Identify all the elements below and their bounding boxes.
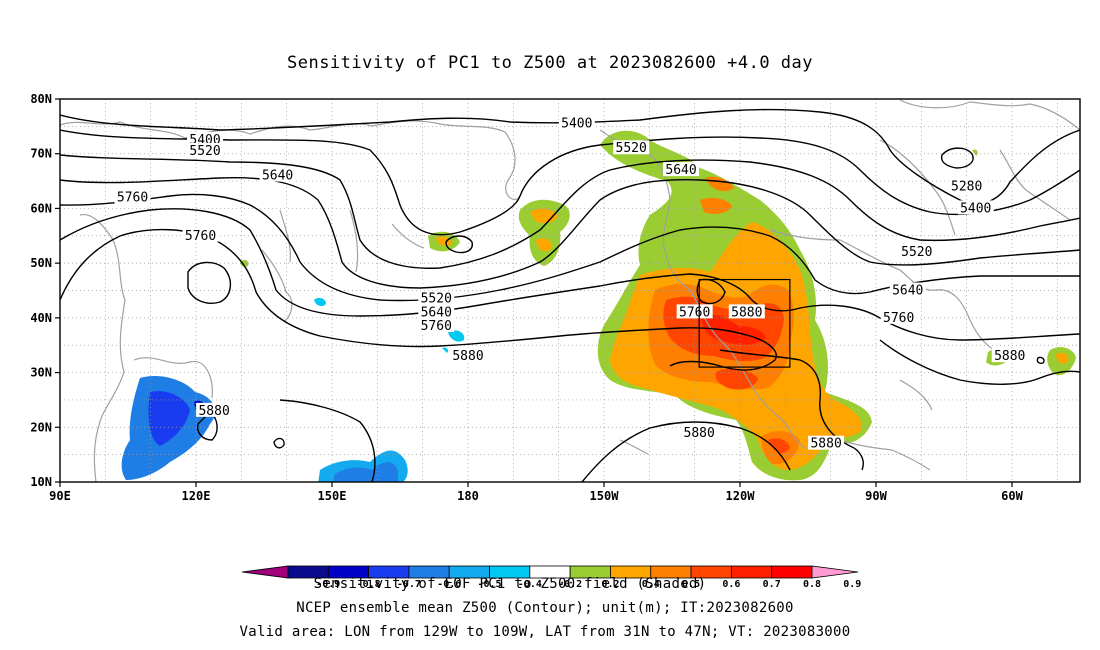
colorbar-label: 0.5 [682, 579, 700, 590]
coastlines [60, 99, 1080, 482]
contour-label-bg [676, 304, 713, 319]
contour-label-bg [889, 282, 926, 297]
lon-tick-label: 90E [49, 489, 71, 503]
contour-label: 5880 [810, 437, 841, 452]
lon-tick-label: 150E [318, 489, 347, 503]
lon-tick-label: 180 [457, 489, 479, 503]
contour-labels: 5400552057605640576054005520564055205640… [114, 115, 1028, 452]
lon-tick-label: 60W [1001, 489, 1023, 503]
contour-label: 5400 [960, 201, 991, 216]
footer-line-2: NCEP ensemble mean Z500 (Contour); unit(… [296, 600, 794, 616]
contour-label: 5760 [185, 229, 216, 244]
lat-tick-label: 80N [30, 92, 52, 106]
colorbar-label: -0.7 [397, 579, 421, 590]
colorbar-min-triangle [241, 565, 289, 579]
latitude-ticks: 80N 70N 60N 50N 40N 30N 20N 10N [30, 92, 60, 489]
contour-label-bg [418, 304, 455, 319]
colorbar-max-triangle [811, 565, 859, 579]
lat-tick-label: 60N [30, 201, 52, 215]
colorbar-label: -0.6 [437, 579, 461, 590]
figure-title: Sensitivity of PC1 to Z500 at 2023082600… [287, 53, 813, 73]
contour-label: 5640 [262, 169, 293, 184]
colorbar-label: 0.8 [803, 579, 821, 590]
contour-label: 5880 [994, 349, 1025, 364]
colorbar-label: -0.2 [558, 579, 582, 590]
positive-region-north-pacific [428, 199, 570, 266]
negative-region-west-pacific [121, 297, 465, 482]
colorbar-label: -0.5 [477, 579, 501, 590]
contour-label: 5760 [421, 319, 452, 334]
contour-label: 5640 [892, 284, 923, 299]
contour-label-bg [948, 178, 985, 193]
contour-label-bg [187, 142, 224, 157]
contour-label-bg [663, 162, 700, 177]
contour-label-bg [808, 435, 845, 450]
contour-label-bg [114, 189, 151, 204]
longitude-ticks: 90E 120E 150E 180 150W 120W 90W 60W [49, 482, 1024, 503]
contour-label: 5760 [679, 305, 710, 320]
colorbar-label: 0.9 [843, 579, 861, 590]
contour-label: 5520 [421, 292, 452, 307]
contour-label-bg [558, 115, 595, 130]
lat-tick-label: 10N [30, 475, 52, 489]
contour-label: 5880 [452, 349, 483, 364]
contour-label-bg [991, 348, 1028, 363]
colorbar-segment [730, 565, 773, 579]
contour-label: 5640 [665, 163, 696, 178]
contour-label: 5520 [616, 141, 647, 156]
colorbar-label: 0.6 [722, 579, 740, 590]
contour-label: 5520 [901, 245, 932, 260]
footer-line-1: Sensitivity of EOF PC1 to Z500 field (Sh… [314, 576, 707, 592]
contour-label-bg [880, 309, 917, 324]
contour-label-bg [418, 318, 455, 333]
lon-tick-label: 90W [865, 489, 887, 503]
colorbar-label: -0.4 [518, 579, 542, 590]
lon-tick-label: 120E [182, 489, 211, 503]
lat-tick-label: 20N [30, 420, 52, 434]
contour-label: 5880 [731, 305, 762, 320]
contour-label-bg [957, 200, 994, 215]
contour-label: 5880 [684, 426, 715, 441]
contour-label-bg [187, 132, 224, 147]
lon-tick-label: 120W [726, 489, 756, 503]
contour-label-bg [182, 227, 219, 242]
valid-area-box [698, 278, 791, 368]
footer-line-3: Valid area: LON from 129W to 109W, LAT f… [239, 624, 850, 640]
contour-label: 5280 [951, 180, 982, 195]
colorbar: -0.9 -0.8 -0.7 -0.6 -0.5 -0.4 -0.2 0.2 0.4 0.5 0.6… [241, 565, 861, 590]
colorbar-label: -0.9 [316, 579, 340, 590]
z500-contours [60, 108, 1080, 482]
map-frame [59, 98, 1081, 483]
contour-label-bg [613, 140, 650, 155]
colorbar-label: 0.4 [642, 579, 660, 590]
contour-label-bg [259, 167, 296, 182]
lon-tick-label: 150W [590, 489, 620, 503]
contour-label: 5880 [198, 404, 229, 419]
map-area: 5400552057605640576054005520564055205640… [60, 99, 1080, 482]
lat-tick-label: 70N [30, 147, 52, 161]
contour-label: 5640 [421, 305, 452, 320]
contour-label: 5520 [189, 144, 220, 159]
colorbar-label: 0.2 [601, 579, 619, 590]
lat-tick-label: 40N [30, 311, 52, 325]
contour-label-bg [418, 290, 455, 305]
contour-label-bg [681, 424, 718, 439]
contour-label-bg [450, 348, 486, 363]
lat-tick-label: 30N [30, 366, 52, 380]
contour-label-bg [898, 244, 935, 259]
colorbar-label: 0.7 [763, 579, 781, 590]
contour-label-bg [728, 304, 765, 319]
contour-label-bg [196, 402, 233, 417]
lat-tick-label: 50N [30, 256, 52, 270]
colorbar-label: -0.8 [357, 579, 381, 590]
contour-label: 5760 [883, 311, 914, 326]
contour-label: 5400 [561, 117, 592, 132]
contour-label: 5760 [117, 190, 148, 205]
colorbar-segment [771, 565, 813, 579]
